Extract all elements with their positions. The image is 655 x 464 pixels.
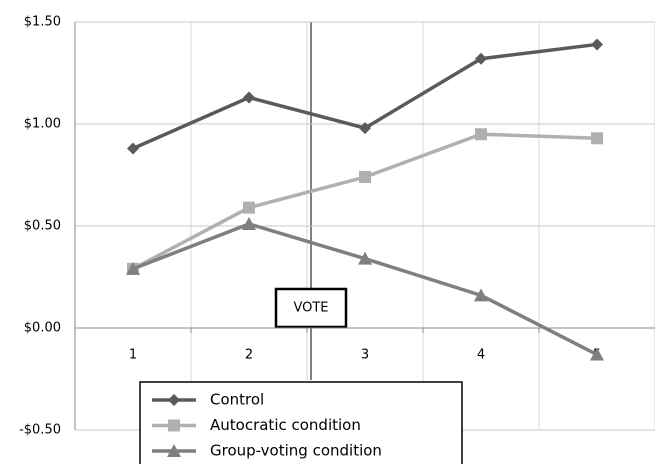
legend-label: Control — [210, 391, 264, 409]
marker — [359, 171, 371, 184]
x-tick-label: 1 — [129, 348, 137, 363]
marker — [474, 288, 488, 302]
marker — [591, 132, 603, 145]
y-tick-label: -$0.50 — [19, 423, 61, 438]
marker — [168, 394, 180, 406]
legend-label: Group-voting condition — [210, 442, 382, 460]
marker — [590, 347, 604, 361]
marker — [475, 52, 487, 65]
y-tick-label: $0.00 — [24, 321, 61, 336]
series-line — [132, 222, 598, 357]
annotation: VOTE — [293, 301, 328, 316]
marker — [243, 91, 255, 104]
marker — [168, 419, 180, 432]
marker — [243, 201, 255, 214]
legend-label: Autocratic condition — [210, 416, 361, 434]
marker — [167, 444, 181, 457]
marker — [359, 122, 371, 135]
marker — [127, 142, 139, 155]
marker — [126, 261, 140, 275]
x-tick-label: 3 — [361, 348, 369, 363]
plot: -$0.50$0.00$0.50$1.00$1.5012345ControlAu… — [19, 15, 655, 464]
marker — [591, 38, 603, 51]
marker — [242, 216, 256, 230]
y-tick-label: $0.50 — [24, 219, 61, 234]
x-tick-label: 4 — [477, 348, 485, 363]
y-tick-label: $1.00 — [24, 117, 61, 132]
series-line — [132, 132, 598, 271]
y-tick-label: $1.50 — [24, 15, 61, 30]
marker — [475, 128, 487, 141]
annotation-box — [274, 287, 348, 329]
x-tick-label: 2 — [245, 348, 253, 363]
marker — [358, 251, 372, 265]
